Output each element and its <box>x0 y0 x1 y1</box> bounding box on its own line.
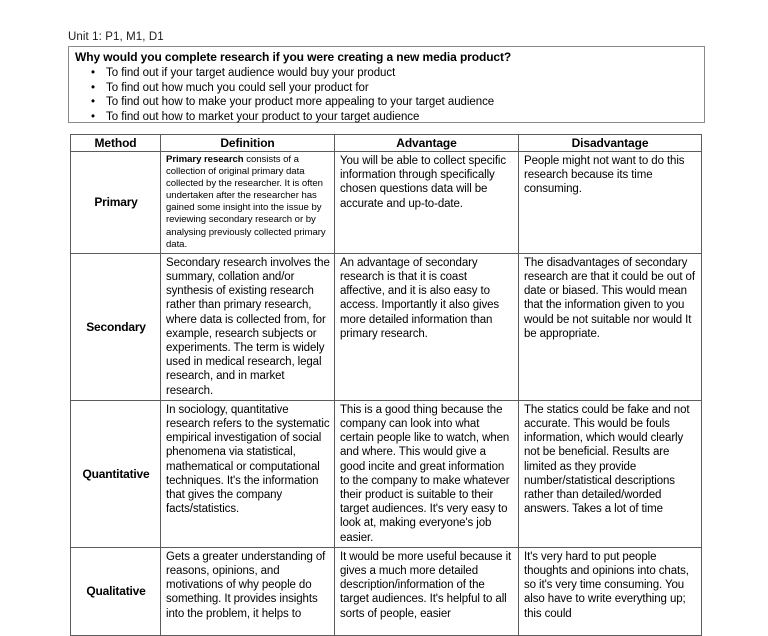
definition-lead-term: Primary research <box>166 154 244 165</box>
cell-disadvantage: People might not want to do this researc… <box>518 151 702 254</box>
column-header-advantage: Advantage <box>334 134 519 152</box>
cell-method: Secondary <box>70 252 161 401</box>
bullet-icon: • <box>91 81 95 94</box>
list-item: • To find out how to market your product… <box>69 110 704 125</box>
table-row: Qualitative Gets a greater understanding… <box>70 546 702 636</box>
cell-disadvantage: It's very hard to put people thoughts an… <box>518 546 702 636</box>
list-item-text: To find out how to market your product t… <box>106 110 420 123</box>
cell-disadvantage: The statics could be fake and not accura… <box>518 399 702 548</box>
column-header-disadvantage: Disadvantage <box>518 134 702 152</box>
list-item: • To find out how much you could sell yo… <box>69 81 704 96</box>
question-title: Why would you complete research if you w… <box>75 50 512 64</box>
cell-disadvantage: The disadvantages of secondary research … <box>518 252 702 401</box>
list-item: • To find out if your target audience wo… <box>69 66 704 81</box>
list-item-text: To find out if your target audience woul… <box>106 67 396 79</box>
cell-definition: Secondary research involves the summary,… <box>160 252 335 401</box>
table-row: Primary Primary research consists of a c… <box>70 151 702 254</box>
research-methods-table: Method Definition Advantage Disadvantage… <box>70 134 702 636</box>
column-header-definition: Definition <box>160 134 335 152</box>
cell-advantage: An advantage of secondary research is th… <box>334 252 519 401</box>
bullet-icon: • <box>91 67 95 79</box>
list-item: • To find out how to make your product m… <box>69 95 704 110</box>
list-item-text: To find out how much you could sell your… <box>106 81 369 94</box>
bullet-icon: • <box>91 96 95 108</box>
unit-heading: Unit 1: P1, M1, D1 <box>68 31 164 43</box>
definition-text: consists of a collection of original pri… <box>166 154 326 250</box>
cell-method: Quantitative <box>70 399 161 548</box>
table-row: Secondary Secondary research involves th… <box>70 252 702 401</box>
cell-method: Qualitative <box>70 546 161 636</box>
question-bullet-list: • To find out if your target audience wo… <box>69 66 704 124</box>
cell-definition: Gets a greater understanding of reasons,… <box>160 546 335 636</box>
cell-definition: Primary research consists of a collectio… <box>160 151 335 254</box>
cell-advantage: This is a good thing because the company… <box>334 399 519 548</box>
table-header-row: Method Definition Advantage Disadvantage <box>70 134 702 152</box>
cell-advantage: You will be able to collect specific inf… <box>334 151 519 254</box>
column-header-method: Method <box>70 134 161 152</box>
document-page: Unit 1: P1, M1, D1 Why would you complet… <box>68 31 705 636</box>
cell-definition: In sociology, quantitative research refe… <box>160 399 335 548</box>
cell-method: Primary <box>70 151 161 254</box>
bullet-icon: • <box>91 110 95 123</box>
cell-advantage: It would be more useful because it gives… <box>334 546 519 636</box>
list-item-text: To find out how to make your product mor… <box>106 96 495 108</box>
question-box: Why would you complete research if you w… <box>68 46 705 123</box>
table-row: Quantitative In sociology, quantitative … <box>70 399 702 548</box>
